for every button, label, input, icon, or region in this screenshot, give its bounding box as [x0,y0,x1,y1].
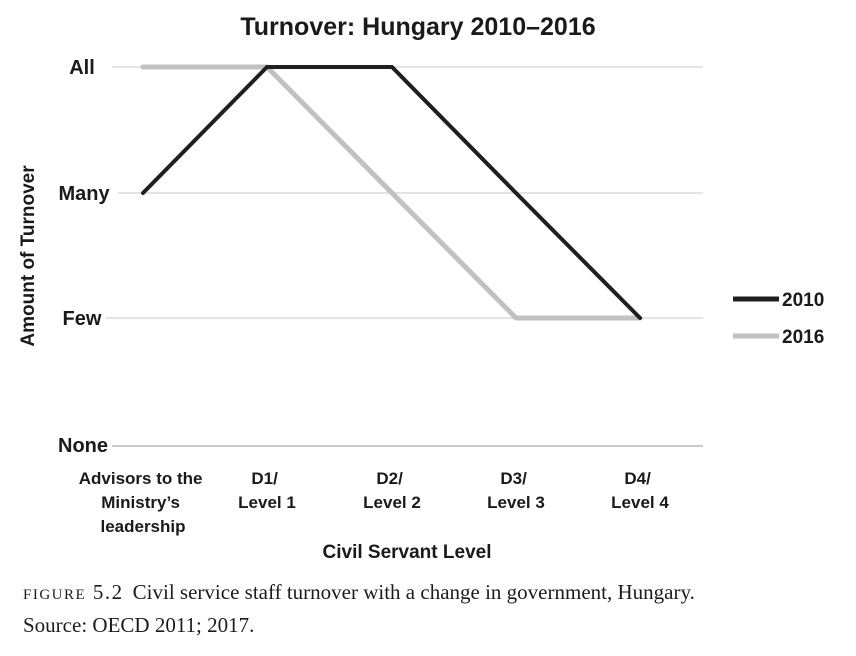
legend-label-2016: 2016 [782,327,824,348]
caption-line: figure 5.2 Civil service staff turnover w… [23,576,823,609]
legend: 2010 2016 [733,290,824,348]
y-axis-title: Amount of Turnover [18,165,39,347]
caption-figure-label: figure 5.2 [23,580,124,604]
caption-text: Civil service staff turnover with a chan… [132,580,695,604]
y-tick-many: Many [58,183,110,205]
y-tick-all: All [69,57,95,79]
y-tick-few: Few [63,308,102,330]
y-tick-none: None [58,435,108,457]
series-2010-line [141,65,642,320]
x-tick-d4: D4/ Level 4 [611,469,669,512]
x-tick-d1: D1/ Level 1 [238,469,296,512]
figure-caption: figure 5.2 Civil service staff turnover w… [23,576,823,642]
turnover-line-chart: Turnover: Hungary 2010–2016 All Many Few… [18,13,824,563]
x-axis-title: Civil Servant Level [323,542,492,563]
x-tick-d3: D3/ Level 3 [487,469,545,512]
x-tick-advisors: Advisors to the Ministry’s leadership [79,469,207,536]
legend-label-2010: 2010 [782,290,824,311]
chart-title: Turnover: Hungary 2010–2016 [240,13,595,41]
y-tick-labels: All Many Few None [58,57,110,457]
caption-source: Source: OECD 2011; 2017. [23,613,255,637]
gridlines [106,66,703,447]
x-tick-d2: D2/ Level 2 [363,469,421,512]
x-tick-labels: Advisors to the Ministry’s leadership D1… [79,469,670,536]
series-2016-line [140,64,643,321]
